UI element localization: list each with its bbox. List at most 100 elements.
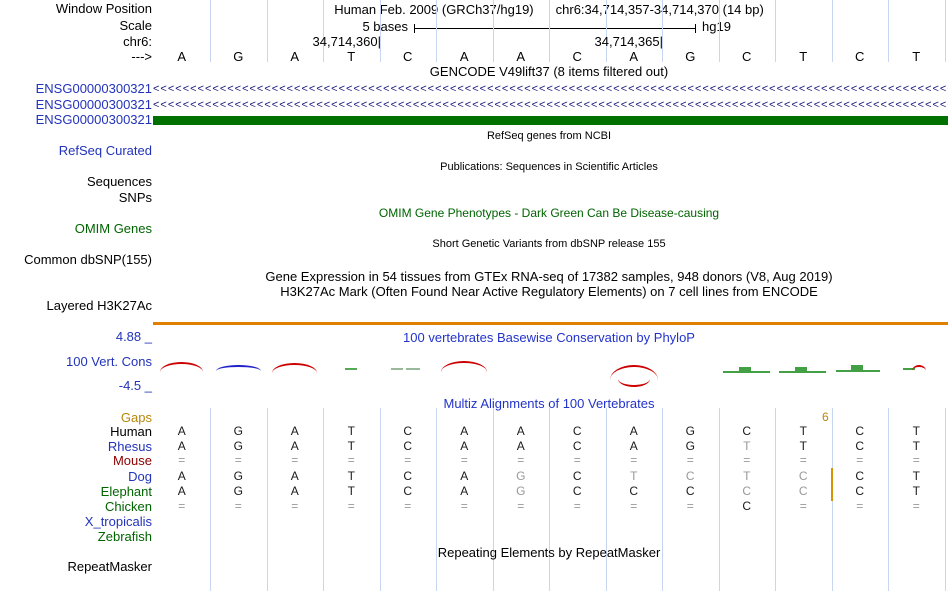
window-position-label: Window Position	[55, 1, 152, 16]
layered-h3k27ac-label[interactable]: Layered H3K27Ac	[46, 298, 152, 313]
h3k27ac-track-title: H3K27Ac Mark (Often Found Near Active Re…	[280, 284, 818, 299]
alignment-base: C	[629, 484, 639, 498]
conservation-mark	[903, 368, 915, 370]
alignment-base: C	[403, 469, 413, 483]
reference-base: A	[290, 49, 300, 64]
assembly-title: Human Feb. 2009 (GRCh37/hg19)	[334, 2, 534, 17]
alignment-base: =	[630, 453, 638, 467]
species-label-chicken[interactable]: Chicken	[105, 499, 152, 514]
alignment-base: =	[291, 499, 299, 513]
conservation-mark	[345, 368, 357, 370]
gencode-item-label-2[interactable]: ENSG00000300321	[35, 97, 152, 112]
alignment-base: G	[685, 439, 695, 453]
common-dbsnp-label[interactable]: Common dbSNP(155)	[24, 252, 152, 267]
alignment-base: =	[234, 453, 242, 467]
species-label-gaps[interactable]: Gaps	[120, 410, 152, 425]
alignment-base: C	[742, 484, 752, 498]
omim-genes-label[interactable]: OMIM Genes	[74, 221, 152, 236]
refseq-track-title: RefSeq genes from NCBI	[486, 130, 612, 142]
grid-line	[549, 0, 550, 62]
grid-line	[436, 408, 437, 591]
conservation-mark	[795, 367, 807, 372]
conservation-mark	[441, 361, 487, 372]
sequences-track-label[interactable]: Sequences	[86, 174, 152, 189]
refseq-curated-label[interactable]: RefSeq Curated	[58, 143, 152, 158]
grid-line	[549, 408, 550, 591]
alignment-base: =	[799, 499, 807, 513]
reference-base: C	[742, 49, 752, 64]
alignment-base: T	[347, 469, 355, 483]
species-label-x-tropicalis[interactable]: X_tropicalis	[84, 514, 152, 529]
conservation-mark	[406, 368, 420, 370]
species-label-zebrafish[interactable]: Zebrafish	[97, 529, 152, 544]
species-label-mouse[interactable]: Mouse	[112, 453, 152, 468]
conservation-mark	[912, 365, 926, 371]
gene-model-arrows[interactable]: <<<<<<<<<<<<<<<<<<<<<<<<<<<<<<<<<<<<<<<<…	[153, 100, 948, 111]
alignment-base: T	[743, 439, 751, 453]
species-label-human[interactable]: Human	[110, 424, 152, 439]
reference-base: T	[799, 49, 808, 64]
alignment-base: =	[460, 453, 468, 467]
grid-line	[210, 408, 211, 591]
ruler-coordinate: 34,714,360|	[312, 34, 381, 49]
alignment-base: =	[912, 453, 920, 467]
grid-line	[605, 408, 607, 591]
alignment-base: C	[742, 499, 752, 513]
grid-line	[718, 0, 720, 62]
snps-track-label[interactable]: SNPs	[118, 190, 152, 205]
conservation-mark	[779, 371, 826, 373]
reference-base: A	[516, 49, 526, 64]
grid-line	[775, 408, 776, 591]
alignment-base: =	[686, 453, 694, 467]
grid-line	[436, 0, 437, 62]
alignment-insert-count: 6	[822, 410, 829, 424]
species-label-dog[interactable]: Dog	[128, 469, 152, 484]
alignment-base: T	[799, 424, 807, 438]
alignment-base: A	[177, 469, 186, 483]
alignment-base: =	[912, 499, 920, 513]
alignment-base: A	[290, 424, 299, 438]
conservation-mark	[160, 362, 203, 372]
alignment-base: T	[347, 439, 355, 453]
reference-base: C	[572, 49, 582, 64]
h3k27ac-signal-bar[interactable]	[153, 322, 948, 325]
alignment-base: =	[856, 453, 864, 467]
alignment-base: T	[347, 424, 355, 438]
gencode-item-label-3[interactable]: ENSG00000300321	[35, 112, 152, 127]
alignment-base: C	[572, 424, 582, 438]
alignment-base: C	[685, 469, 695, 483]
alignment-base: =	[178, 499, 186, 513]
species-label-rhesus[interactable]: Rhesus	[107, 439, 152, 454]
vert-cons-label[interactable]: 100 Vert. Cons	[66, 354, 152, 369]
alignment-base: C	[855, 484, 865, 498]
grid-line	[718, 408, 720, 591]
alignment-base: C	[742, 424, 752, 438]
position-title-row: Human Feb. 2009 (GRCh37/hg19) chr6:34,71…	[153, 2, 945, 17]
gene-model-arrows[interactable]: <<<<<<<<<<<<<<<<<<<<<<<<<<<<<<<<<<<<<<<<…	[153, 84, 948, 95]
strand-direction-label: --->	[131, 49, 152, 64]
alignment-base: G	[233, 424, 243, 438]
grid-line	[605, 0, 607, 62]
gencode-track-title: GENCODE V49lift37 (8 items filtered out)	[429, 64, 669, 79]
alignment-base: C	[572, 439, 582, 453]
alignment-base: C	[403, 484, 413, 498]
grid-line	[210, 0, 211, 62]
alignment-base: A	[290, 484, 299, 498]
alignment-base: =	[404, 453, 412, 467]
conservation-mark	[739, 367, 751, 372]
reference-base: C	[855, 49, 865, 64]
gene-model-exon[interactable]	[153, 116, 948, 125]
reference-base: T	[347, 49, 356, 64]
repeatmasker-label[interactable]: RepeatMasker	[67, 559, 152, 574]
species-label-elephant[interactable]: Elephant	[100, 484, 152, 499]
phylop-max-label: 4.88 _	[115, 329, 152, 344]
gencode-item-label-1[interactable]: ENSG00000300321	[35, 81, 152, 96]
alignment-base: A	[460, 484, 469, 498]
position-range: chr6:34,714,357-34,714,370 (14 bp)	[555, 2, 764, 17]
alignment-base: =	[573, 453, 581, 467]
alignment-base: =	[573, 499, 581, 513]
alignment-base: =	[856, 499, 864, 513]
reference-base: G	[233, 49, 244, 64]
scale-bar	[414, 24, 696, 33]
